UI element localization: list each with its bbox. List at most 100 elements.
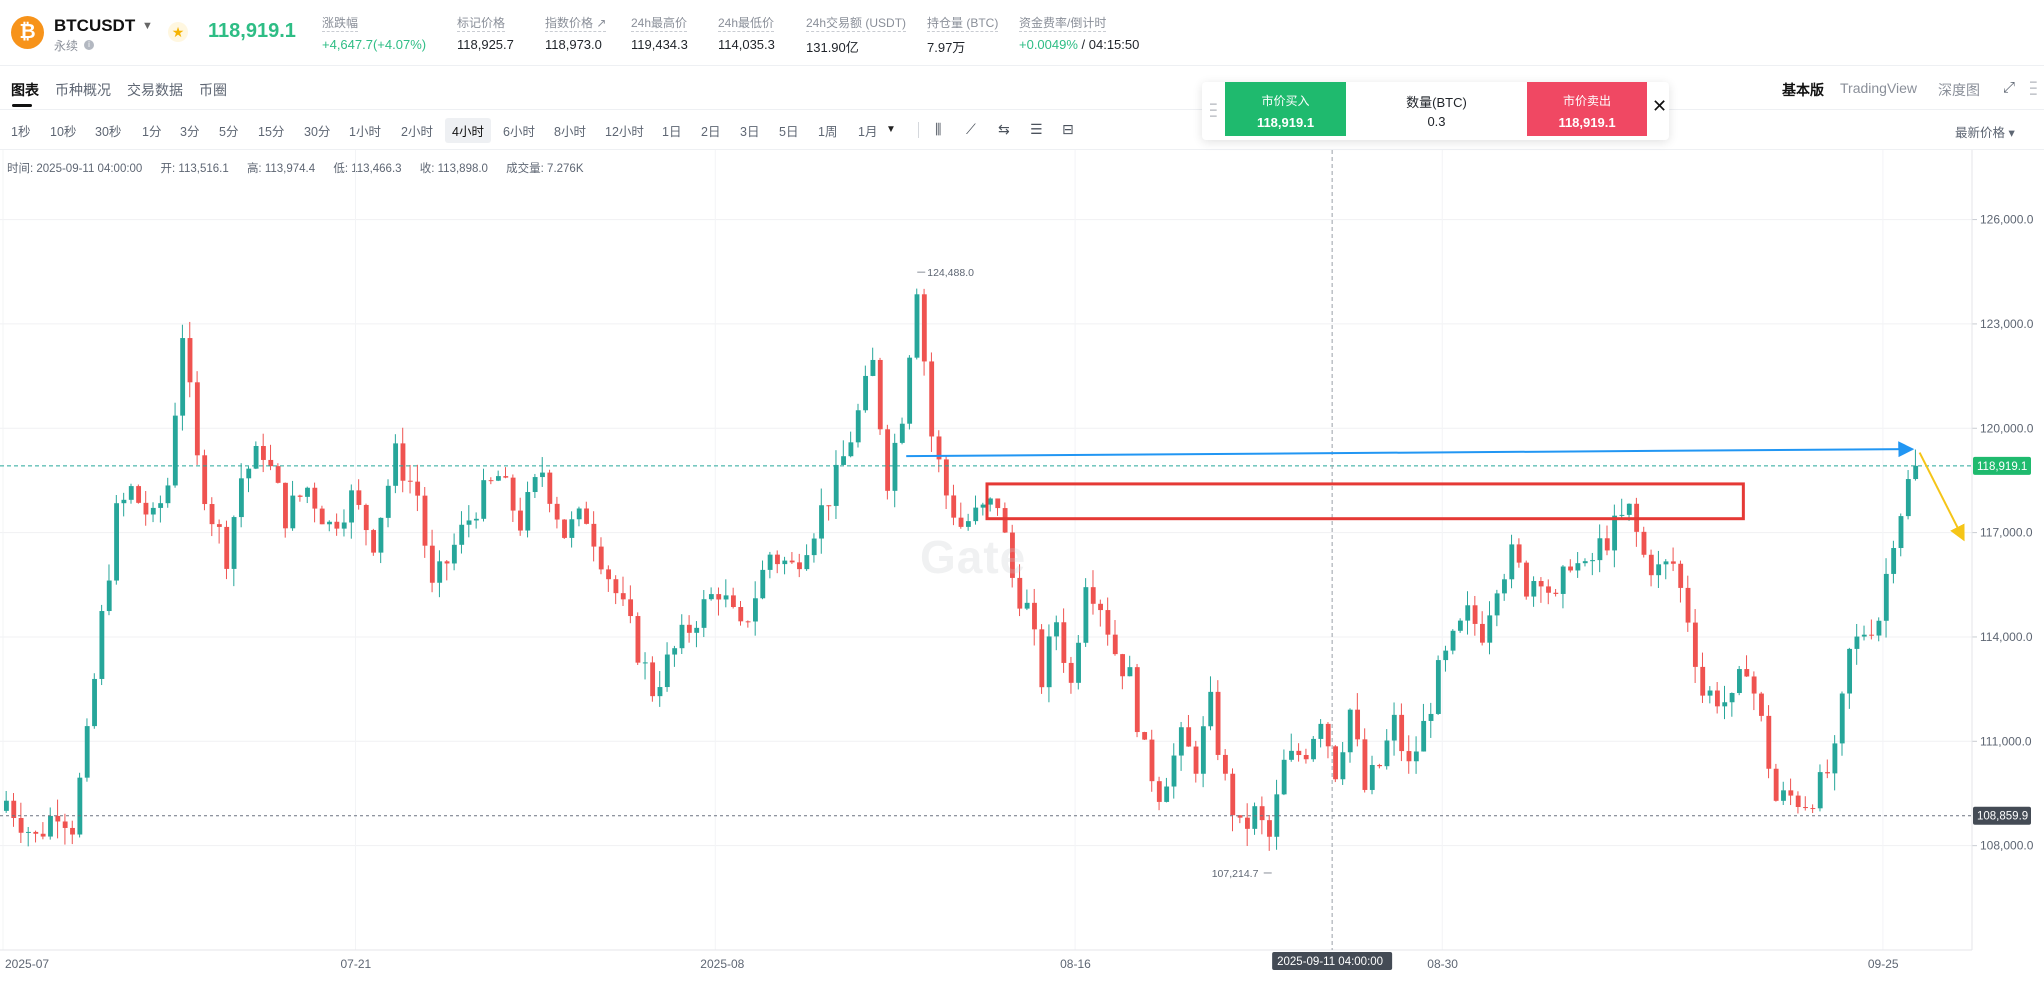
fullscreen-icon[interactable]: ⤢ xyxy=(2003,79,2016,96)
interval-12h[interactable]: 12小时 xyxy=(605,125,644,139)
view-tradingview[interactable]: TradingView xyxy=(1840,80,1918,96)
candle-body xyxy=(1274,794,1280,837)
tab-active-indicator xyxy=(12,104,32,107)
gate-watermark: Gate xyxy=(920,531,1027,583)
candle-body xyxy=(1237,815,1243,818)
stat-label: 指数价格 ↗ xyxy=(545,16,607,32)
candle-body xyxy=(1120,654,1126,677)
candle-body xyxy=(444,561,450,564)
drag-handle-icon[interactable]: – – – xyxy=(1210,96,1217,122)
ohlc-high: 高: 113,974.4 xyxy=(246,163,316,175)
interval-1d[interactable]: 1日 xyxy=(662,125,682,139)
interval-30m[interactable]: 30分 xyxy=(304,125,331,139)
tab-trading-data[interactable]: 交易数据 xyxy=(127,82,183,98)
candle-body xyxy=(488,480,494,482)
candle-body xyxy=(1296,750,1302,756)
candlestick-type-icon[interactable]: ⫼ xyxy=(935,121,942,137)
interval-30s[interactable]: 30秒 xyxy=(95,125,122,139)
candle-body xyxy=(1663,561,1669,565)
candle-body xyxy=(429,545,435,583)
candle-body xyxy=(172,415,178,486)
price-mode-select[interactable]: 最新价格 ▾ xyxy=(1955,126,2015,140)
interval-10s[interactable]: 10秒 xyxy=(50,125,77,139)
candle-body xyxy=(1795,795,1801,808)
interval-5d[interactable]: 5日 xyxy=(779,125,799,139)
interval-15m[interactable]: 15分 xyxy=(258,125,285,139)
candle-body xyxy=(789,560,795,563)
candle-body xyxy=(1869,634,1875,636)
candle-body xyxy=(33,831,39,834)
view-depth[interactable]: 深度图 xyxy=(1938,82,1980,98)
interval-3m[interactable]: 3分 xyxy=(180,125,200,139)
candle-body xyxy=(584,508,589,524)
candle-body xyxy=(811,538,817,556)
menu-icon[interactable]: – – – xyxy=(2030,74,2037,100)
market-buy-button[interactable]: 市价买入 118,919.1 xyxy=(1225,82,1346,136)
interval-1mo[interactable]: 1月 xyxy=(858,125,878,139)
interval-1m[interactable]: 1分 xyxy=(142,125,162,139)
tab-coin-overview[interactable]: 币种概况 xyxy=(55,82,111,98)
candle-body xyxy=(1619,514,1625,516)
candle-body xyxy=(606,569,611,580)
candle-body xyxy=(1604,538,1610,551)
favorite-star-icon[interactable]: ★ xyxy=(168,22,188,42)
chevron-down-icon[interactable]: ▼ xyxy=(142,20,153,32)
candle-body xyxy=(995,498,1001,509)
candle-body xyxy=(202,455,208,505)
quantity-input[interactable]: 0.3 xyxy=(1427,114,1446,129)
interval-8h[interactable]: 8小时 xyxy=(554,125,586,139)
interval-6h[interactable]: 6小时 xyxy=(503,125,535,139)
candle-body xyxy=(1443,650,1449,661)
candle-body xyxy=(1230,773,1236,816)
view-basic[interactable]: 基本版 xyxy=(1782,82,1824,98)
tab-coin-circle[interactable]: 币圈 xyxy=(199,82,227,98)
candle-body xyxy=(943,459,949,496)
tab-chart[interactable]: 图表 xyxy=(11,82,39,98)
candlestick-chart[interactable]: 126,000.0 123,000.0 120,000.0 117,000.0 114,… xyxy=(0,150,2044,988)
candle-body xyxy=(1575,563,1581,571)
drawing-tools-icon[interactable]: ☰ xyxy=(1030,121,1043,137)
candle-body xyxy=(194,382,200,456)
candle-body xyxy=(1626,503,1632,515)
candle-body xyxy=(77,777,83,835)
candle-body xyxy=(613,579,619,594)
layout-icon[interactable]: ⊟ xyxy=(1062,121,1074,137)
candle-body xyxy=(730,595,736,608)
candle-body xyxy=(1656,564,1662,576)
interval-2h[interactable]: 2小时 xyxy=(401,125,433,139)
y-tick-label: 108,000.0 xyxy=(1980,839,2034,853)
candle-body xyxy=(1450,630,1456,651)
indicators-icon[interactable]: ⟋ xyxy=(966,121,976,137)
symbol-name[interactable]: BTCUSDT xyxy=(54,16,136,35)
candle-body xyxy=(1215,691,1221,755)
settings-sliders-icon[interactable]: ⇆ xyxy=(998,121,1010,137)
info-icon[interactable]: i xyxy=(84,40,94,50)
market-sell-button[interactable]: 市价卖出 118,919.1 xyxy=(1527,82,1647,136)
candle-body xyxy=(642,662,648,664)
stat-index-price[interactable]: 指数价格 ↗ 118,973.0 xyxy=(545,14,607,52)
interval-5m[interactable]: 5分 xyxy=(219,125,239,139)
candle-body xyxy=(1839,693,1845,744)
candle-body xyxy=(268,459,274,467)
candle-body xyxy=(1428,713,1434,721)
candle-body xyxy=(1054,622,1059,637)
candle-body xyxy=(973,507,979,522)
candle-body xyxy=(187,338,193,383)
interval-1s[interactable]: 1秒 xyxy=(11,125,31,139)
buy-label: 市价买入 xyxy=(1261,94,1310,108)
candle-body xyxy=(767,554,773,570)
stat-value: 118,925.7 xyxy=(457,37,514,52)
candle-body xyxy=(40,833,46,837)
candle-body xyxy=(1714,690,1720,707)
interval-1h[interactable]: 1小时 xyxy=(349,125,381,139)
chevron-down-icon[interactable]: ▼ xyxy=(886,124,896,135)
close-icon[interactable]: ✕ xyxy=(1652,96,1668,116)
candle-body xyxy=(1913,465,1919,480)
candle-body xyxy=(657,687,663,697)
candle-body xyxy=(1032,602,1037,630)
interval-1w[interactable]: 1周 xyxy=(818,125,838,139)
candle-body xyxy=(1245,817,1250,829)
interval-4h[interactable]: 4小时 xyxy=(445,118,491,143)
interval-2d[interactable]: 2日 xyxy=(701,125,721,139)
interval-3d[interactable]: 3日 xyxy=(740,125,760,139)
